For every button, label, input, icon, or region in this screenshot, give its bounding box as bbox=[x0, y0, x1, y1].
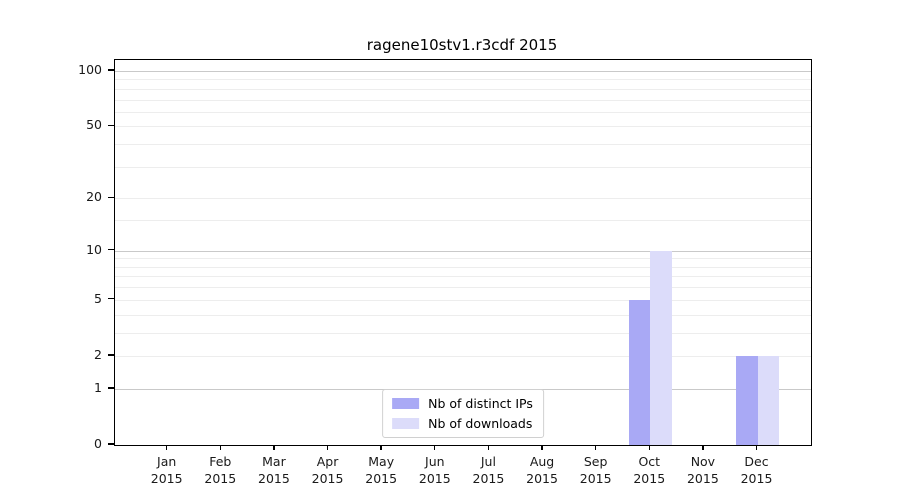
legend: Nb of distinct IPs Nb of downloads bbox=[382, 389, 544, 438]
x-tick-mark bbox=[434, 445, 436, 450]
y-tick-mark bbox=[108, 248, 114, 251]
month-label: Mar bbox=[262, 454, 286, 469]
minor-gridline bbox=[115, 266, 811, 268]
y-tick-mark bbox=[108, 298, 114, 300]
y-tick-mark bbox=[108, 354, 114, 356]
minor-gridline bbox=[115, 111, 811, 113]
year-label: 2015 bbox=[472, 471, 505, 486]
y-tick-label: 50 bbox=[86, 117, 102, 133]
x-tick-label-aug: Aug 2015 bbox=[510, 453, 574, 487]
y-tick-label: 1 bbox=[94, 379, 102, 395]
minor-gridline bbox=[115, 88, 811, 90]
minor-gridline bbox=[115, 220, 811, 222]
legend-entry: Nb of distinct IPs bbox=[392, 396, 533, 411]
month-label: Nov bbox=[690, 454, 716, 469]
x-tick-mark bbox=[594, 445, 597, 450]
minor-gridline bbox=[115, 287, 811, 289]
x-tick-label-feb: Feb 2015 bbox=[188, 453, 252, 487]
y-tick-label: 10 bbox=[86, 241, 102, 257]
legend-label: Nb of distinct IPs bbox=[428, 396, 533, 411]
year-label: 2015 bbox=[686, 471, 719, 486]
major-gridline bbox=[115, 70, 811, 72]
bar-dec-downloads bbox=[757, 355, 780, 445]
x-tick-label-jun: Jun 2015 bbox=[403, 453, 467, 487]
minor-gridline bbox=[115, 198, 811, 200]
year-label: 2015 bbox=[365, 471, 398, 486]
x-tick-mark bbox=[702, 445, 704, 450]
plot-area: Nb of distinct IPs Nb of downloads bbox=[114, 59, 812, 446]
minor-gridline bbox=[115, 314, 811, 316]
month-label: Jul bbox=[480, 454, 496, 469]
y-tick-mark bbox=[108, 387, 114, 389]
chart-title: ragene10stv1.r3cdf 2015 bbox=[366, 36, 558, 54]
y-tick-mark bbox=[108, 124, 114, 126]
x-tick-label-jan: Jan 2015 bbox=[135, 453, 199, 487]
x-tick-label-sep: Sep 2015 bbox=[564, 453, 628, 487]
minor-gridline bbox=[115, 126, 811, 128]
legend-label: Nb of downloads bbox=[428, 416, 533, 431]
minor-gridline bbox=[115, 355, 811, 357]
y-tick-mark bbox=[108, 69, 114, 71]
bar-oct-downloads bbox=[650, 250, 672, 445]
y-tick-label: 20 bbox=[86, 189, 102, 205]
year-label: 2015 bbox=[418, 471, 451, 486]
y-tick-mark bbox=[108, 196, 114, 198]
minor-gridline bbox=[115, 299, 811, 301]
year-label: 2015 bbox=[258, 471, 290, 486]
x-tick-label-may: May 2015 bbox=[349, 453, 413, 487]
x-tick-mark bbox=[166, 445, 168, 450]
month-label: Jan bbox=[157, 454, 177, 469]
month-label: Dec bbox=[744, 454, 769, 469]
bar-dec-distinct-ips bbox=[736, 355, 758, 445]
bar-oct-distinct-ips bbox=[628, 299, 651, 445]
year-label: 2015 bbox=[633, 471, 666, 486]
y-tick-label: 2 bbox=[94, 346, 102, 362]
year-label: 2015 bbox=[311, 471, 344, 486]
x-tick-label-dec: Dec 2015 bbox=[725, 453, 789, 487]
x-tick-label-apr: Apr 2015 bbox=[296, 453, 360, 487]
y-tick-mark bbox=[108, 443, 114, 445]
month-label: Feb bbox=[209, 454, 232, 469]
y-tick-label: 100 bbox=[78, 61, 102, 77]
x-tick-label-mar: Mar 2015 bbox=[242, 453, 306, 487]
x-tick-mark bbox=[487, 445, 490, 450]
x-tick-mark bbox=[273, 445, 275, 450]
month-label: Aug bbox=[529, 454, 555, 469]
x-tick-label-nov: Nov 2015 bbox=[671, 453, 735, 487]
x-tick-mark bbox=[755, 445, 758, 450]
month-label: Jun bbox=[425, 454, 445, 469]
minor-gridline bbox=[115, 332, 811, 334]
y-tick-label: 5 bbox=[94, 290, 102, 306]
year-label: 2015 bbox=[579, 471, 612, 486]
legend-entry: Nb of downloads bbox=[392, 416, 533, 431]
year-label: 2015 bbox=[204, 471, 237, 486]
legend-swatch-downloads bbox=[392, 418, 420, 429]
minor-gridline bbox=[115, 144, 811, 145]
x-tick-label-jul: Jul 2015 bbox=[456, 453, 520, 487]
x-tick-mark bbox=[541, 445, 543, 450]
minor-gridline bbox=[115, 79, 811, 81]
month-label: Oct bbox=[638, 454, 661, 469]
x-tick-mark bbox=[648, 445, 650, 450]
month-label: Apr bbox=[316, 454, 339, 469]
month-label: Sep bbox=[583, 454, 608, 469]
major-gridline bbox=[115, 250, 811, 252]
x-tick-mark bbox=[219, 445, 221, 450]
x-tick-mark bbox=[380, 445, 382, 450]
minor-gridline bbox=[115, 276, 811, 278]
month-label: May bbox=[368, 454, 395, 469]
year-label: 2015 bbox=[150, 471, 183, 486]
y-tick-label: 0 bbox=[94, 436, 102, 451]
minor-gridline bbox=[115, 166, 811, 168]
minor-gridline bbox=[115, 99, 811, 101]
legend-swatch-distinct-ips bbox=[392, 398, 420, 409]
year-label: 2015 bbox=[526, 471, 558, 486]
x-tick-label-oct: Oct 2015 bbox=[617, 453, 681, 487]
x-tick-mark bbox=[326, 445, 329, 450]
minor-gridline bbox=[115, 258, 811, 260]
year-label: 2015 bbox=[740, 471, 773, 486]
